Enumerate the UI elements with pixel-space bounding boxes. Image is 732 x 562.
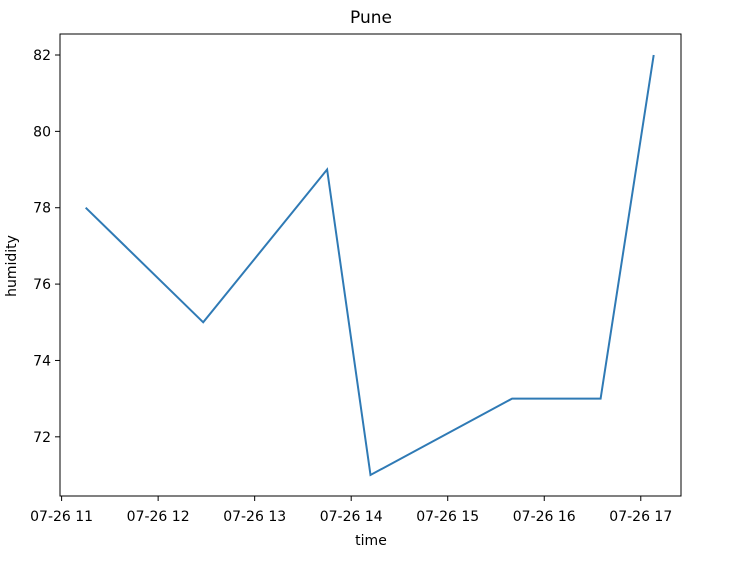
x-tick-label: 07-26 16 [513, 509, 576, 525]
x-tick-label: 07-26 12 [127, 509, 190, 525]
y-axis: 72 74 76 78 80 82 [33, 48, 60, 446]
chart-title: Pune [350, 8, 392, 28]
x-axis: 07-26 11 07-26 12 07-26 13 07-26 14 07-26 15… [30, 496, 672, 525]
x-tick-label: 07-26 17 [609, 509, 672, 525]
x-tick-label: 07-26 15 [416, 509, 479, 525]
series-line [85, 54, 655, 477]
x-tick-label: 07-26 11 [30, 509, 93, 525]
x-axis-label: time [355, 533, 387, 549]
y-tick-label: 80 [33, 124, 51, 140]
series-layer [85, 54, 655, 477]
plot-frame [59, 33, 682, 497]
x-tick-label: 07-26 13 [223, 509, 286, 525]
y-tick-label: 82 [33, 48, 51, 64]
y-tick-label: 72 [33, 430, 51, 446]
y-tick-label: 74 [33, 353, 51, 369]
y-axis-label: humidity [4, 235, 20, 297]
y-tick-label: 78 [33, 201, 51, 217]
y-tick-label: 76 [33, 277, 51, 293]
x-tick-label: 07-26 14 [320, 509, 383, 525]
